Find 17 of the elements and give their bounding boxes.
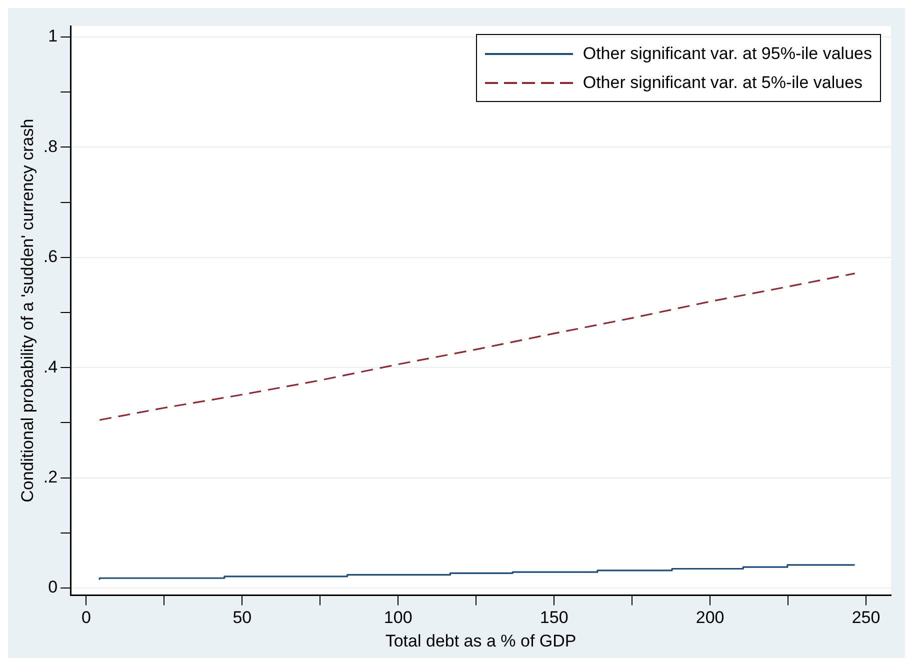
x-tick-label: 100 <box>384 608 412 628</box>
y-tick-label: .6 <box>43 247 58 266</box>
y-tick-label: .8 <box>43 136 58 156</box>
y-tick-label: 1 <box>48 26 58 46</box>
legend-label: Other significant var. at 5%-ile values <box>582 72 863 92</box>
x-tick-label: 250 <box>852 608 880 628</box>
y-axis-title: Conditional probability of a 'sudden' currency crash <box>18 118 37 502</box>
legend-label: Other significant var. at 95%-ile values <box>582 44 872 64</box>
x-tick-label: 50 <box>232 608 252 628</box>
line-series <box>98 272 856 421</box>
x-tick-label: 150 <box>540 608 568 628</box>
x-tick-label: 200 <box>696 608 724 628</box>
y-tick-label: .2 <box>43 468 58 487</box>
y-tick-label: .4 <box>43 357 58 376</box>
y-tick-label: 0 <box>48 578 58 597</box>
x-axis-title: Total debt as a % of GDP <box>385 631 576 650</box>
x-tick-label: 0 <box>81 608 91 628</box>
